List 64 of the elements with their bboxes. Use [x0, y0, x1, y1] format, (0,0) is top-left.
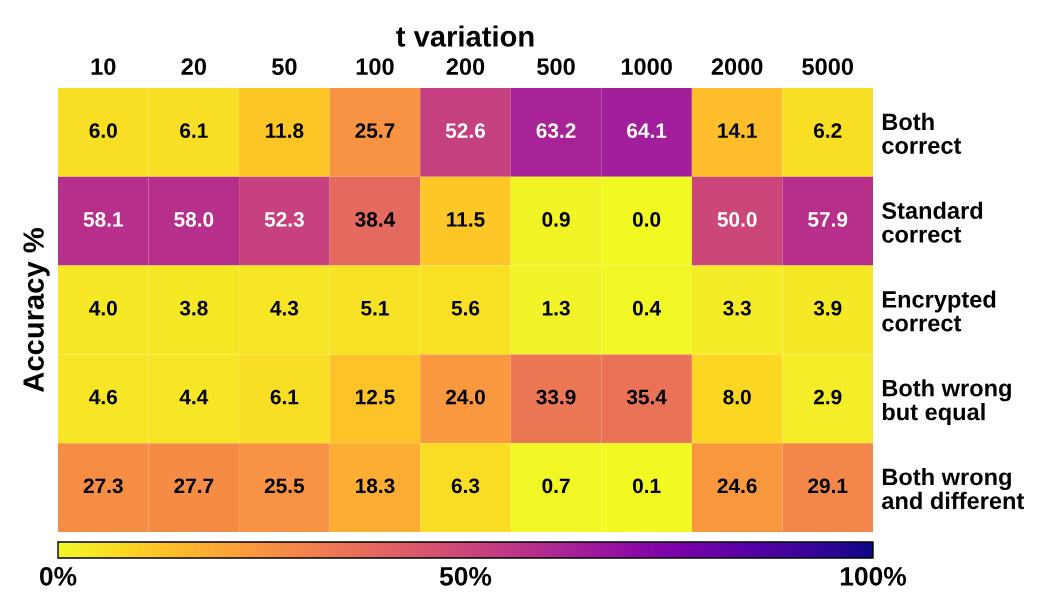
data-label: 58.0 [174, 212, 214, 227]
y-tick-label: Standard correct [882, 201, 983, 243]
data-label: 33.9 [536, 389, 576, 405]
data-label: 24.0 [445, 389, 485, 405]
data-label: 4.0 [89, 300, 117, 316]
x-tick-label: 200 [446, 58, 485, 75]
x-tick-label: 500 [537, 58, 575, 75]
x-tick-label: 10 [91, 58, 116, 75]
data-label: 0.0 [632, 212, 661, 227]
data-label: 50.0 [717, 212, 757, 227]
x-tick-label: 100 [356, 58, 394, 75]
data-label: 3.3 [723, 300, 751, 316]
y-axis-title: Accuracy % [23, 228, 50, 392]
y-tick-label: Encrypted correct [882, 290, 996, 332]
color-bar-label: 50% [439, 567, 492, 586]
data-label: 57.9 [808, 212, 848, 227]
x-tick-label: 50 [271, 58, 297, 75]
x-tick-label: 5000 [802, 58, 854, 75]
data-label: 1.3 [542, 300, 570, 316]
data-label: 58.1 [83, 212, 123, 227]
x-tick-label: 20 [181, 58, 206, 75]
data-label: 5.1 [361, 301, 389, 316]
data-label: 6.1 [180, 123, 208, 138]
data-label: 12.5 [355, 389, 395, 405]
x-tick-label: 2000 [711, 58, 763, 75]
data-label: 4.4 [179, 389, 209, 405]
data-label: 27.3 [83, 478, 123, 494]
x-tick-label: 1000 [621, 58, 672, 75]
data-label: 2.9 [813, 389, 842, 405]
y-tick-label: Both wrong but equal [882, 379, 1011, 426]
data-label: 11.8 [266, 123, 304, 138]
data-label: 3.8 [179, 300, 208, 316]
data-label: 0.7 [542, 478, 570, 494]
color-bar-label: 100% [840, 567, 907, 586]
x-axis-title: t variation [396, 25, 534, 47]
data-label: 6.1 [270, 389, 299, 405]
y-tick-label: Both correct [882, 112, 962, 154]
data-label: 0.1 [632, 478, 661, 494]
data-label: 6.3 [451, 478, 480, 494]
data-label: 6.2 [814, 123, 842, 138]
data-label: 27.7 [174, 478, 214, 493]
data-label: 4.6 [89, 389, 118, 405]
data-label: 25.5 [264, 478, 305, 494]
data-label: 0.9 [542, 212, 570, 227]
data-label: 52.6 [445, 123, 486, 138]
color-bar-label: 0% [39, 567, 77, 586]
data-label: 8.0 [723, 389, 751, 405]
data-label: 63.2 [536, 123, 576, 139]
data-label: 0.4 [632, 300, 661, 316]
data-label: 11.5 [447, 212, 485, 227]
data-label: 38.4 [355, 212, 396, 227]
data-label: 24.6 [717, 478, 757, 494]
data-label: 52.3 [264, 212, 304, 227]
data-label: 29.1 [808, 478, 848, 494]
data-label: 3.9 [813, 300, 842, 316]
data-label: 4.3 [270, 300, 299, 316]
data-label: 25.7 [355, 123, 395, 138]
data-label: 5.6 [451, 300, 480, 316]
y-tick-label: Both wrong and different [882, 467, 1025, 510]
data-label: 64.1 [627, 123, 667, 138]
data-label: 18.3 [355, 478, 395, 494]
data-label: 6.0 [89, 123, 117, 138]
data-label: 35.4 [626, 389, 667, 405]
data-label: 14.1 [718, 123, 757, 138]
